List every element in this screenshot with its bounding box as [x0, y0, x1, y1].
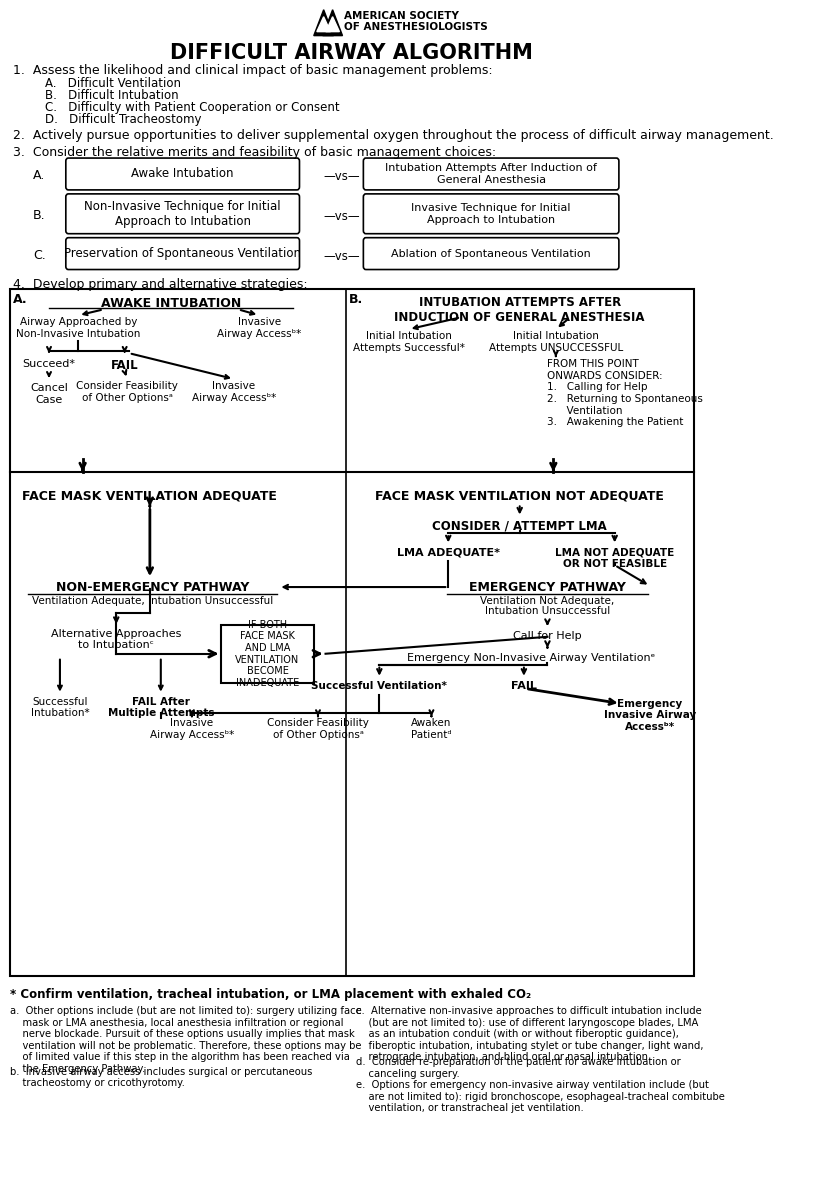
Text: d.  Consider re-preparation of the patient for awake intubation or
    canceling: d. Consider re-preparation of the patien… [356, 1058, 681, 1079]
Polygon shape [317, 17, 330, 31]
Text: —vs—: —vs— [323, 170, 360, 183]
Text: Invasive Technique for Initial
Approach to Intubation: Invasive Technique for Initial Approach … [412, 203, 571, 225]
Text: Non-Invasive Technique for Initial
Approach to Intubation: Non-Invasive Technique for Initial Appro… [85, 200, 281, 228]
Text: FACE MASK VENTILATION NOT ADEQUATE: FACE MASK VENTILATION NOT ADEQUATE [375, 490, 664, 503]
Text: A.   Difficult Ventilation: A. Difficult Ventilation [45, 78, 181, 91]
Text: A.: A. [12, 294, 27, 306]
Text: B.: B. [349, 294, 364, 306]
Text: Succeed*: Succeed* [22, 360, 76, 369]
Text: AMERICAN SOCIETY
OF ANESTHESIOLOGISTS: AMERICAN SOCIETY OF ANESTHESIOLOGISTS [344, 11, 488, 32]
Text: Ablation of Spontaneous Ventilation: Ablation of Spontaneous Ventilation [391, 249, 591, 258]
Polygon shape [323, 10, 343, 36]
Text: Awake Intubation: Awake Intubation [131, 167, 234, 180]
Text: FROM THIS POINT
ONWARDS CONSIDER:
1.   Calling for Help
2.   Returning to Sponta: FROM THIS POINT ONWARDS CONSIDER: 1. Cal… [548, 360, 703, 427]
Text: FAIL: FAIL [511, 681, 537, 691]
Text: INTUBATION ATTEMPTS AFTER
INDUCTION OF GENERAL ANESTHESIA: INTUBATION ATTEMPTS AFTER INDUCTION OF G… [394, 296, 645, 324]
Text: Intubation Attempts After Induction of
General Anesthesia: Intubation Attempts After Induction of G… [385, 164, 597, 185]
Text: Airway Approached by
Non-Invasive Intubation: Airway Approached by Non-Invasive Intuba… [17, 318, 140, 339]
Text: a.  Other options include (but are not limited to): surgery utilizing face
    m: a. Other options include (but are not li… [9, 1006, 361, 1074]
Text: FAIL After
Multiple Attempts: FAIL After Multiple Attempts [108, 697, 214, 718]
Text: CONSIDER / ATTEMPT LMA: CONSIDER / ATTEMPT LMA [432, 520, 607, 532]
Text: 1.  Assess the likelihood and clinical impact of basic management problems:: 1. Assess the likelihood and clinical im… [12, 65, 492, 78]
Text: A.: A. [33, 168, 46, 182]
Text: FACE MASK VENTILATION ADEQUATE: FACE MASK VENTILATION ADEQUATE [22, 490, 277, 503]
Text: Intubation Unsuccessful: Intubation Unsuccessful [485, 606, 610, 615]
Text: Successful
Intubation*: Successful Intubation* [31, 697, 90, 718]
Text: B.   Difficult Intubation: B. Difficult Intubation [45, 90, 178, 103]
Text: Ventilation Adequate, Intubation Unsuccessful: Ventilation Adequate, Intubation Unsucce… [32, 596, 273, 606]
Text: Consider Feasibility
of Other Optionsᵃ: Consider Feasibility of Other Optionsᵃ [267, 718, 369, 740]
Text: B.: B. [33, 209, 46, 222]
Text: —vs—: —vs— [323, 210, 360, 222]
FancyBboxPatch shape [364, 194, 619, 234]
Text: 4.  Develop primary and alternative strategies:: 4. Develop primary and alternative strat… [12, 278, 307, 292]
Text: Consider Feasibility
of Other Optionsᵃ: Consider Feasibility of Other Optionsᵃ [76, 381, 178, 403]
Text: Emergency Non-Invasive Airway Ventilationᵉ: Emergency Non-Invasive Airway Ventilatio… [407, 652, 655, 663]
Text: 3.  Consider the relative merits and feasibility of basic management choices:: 3. Consider the relative merits and feas… [12, 146, 496, 159]
Polygon shape [314, 10, 334, 36]
Bar [9, 289, 694, 976]
Text: —vs—: —vs— [323, 250, 360, 263]
Text: DIFFICULT AIRWAY ALGORITHM: DIFFICULT AIRWAY ALGORITHM [170, 43, 533, 62]
Text: D.   Difficult Tracheostomy: D. Difficult Tracheostomy [45, 114, 202, 127]
Text: FAIL: FAIL [111, 360, 139, 372]
Text: Ventilation Not Adequate,: Ventilation Not Adequate, [481, 596, 614, 606]
Text: Initial Intubation
Attempts UNSUCCESSFUL: Initial Intubation Attempts UNSUCCESSFUL [489, 331, 623, 353]
Text: Call for Help: Call for Help [513, 631, 582, 641]
Text: C.: C. [33, 249, 46, 262]
Text: LMA NOT ADEQUATE
OR NOT FEASIBLE: LMA NOT ADEQUATE OR NOT FEASIBLE [555, 547, 674, 569]
FancyBboxPatch shape [364, 158, 619, 190]
Text: b.  Invasive airway access includes surgical or percutaneous
    tracheostomy or: b. Invasive airway access includes surgi… [9, 1067, 312, 1089]
Text: Invasive
Airway Accessᵇ*: Invasive Airway Accessᵇ* [192, 381, 276, 403]
Text: AWAKE INTUBATION: AWAKE INTUBATION [100, 298, 241, 311]
FancyBboxPatch shape [66, 238, 300, 270]
Polygon shape [326, 17, 339, 31]
Text: EMERGENCY PATHWAY: EMERGENCY PATHWAY [469, 581, 626, 594]
Text: c.  Alternative non-invasive approaches to difficult intubation include
    (but: c. Alternative non-invasive approaches t… [356, 1006, 703, 1062]
Text: Invasive
Airway Accessᵇ*: Invasive Airway Accessᵇ* [217, 318, 301, 339]
Text: C.   Difficulty with Patient Cooperation or Consent: C. Difficulty with Patient Cooperation o… [45, 102, 339, 115]
Text: Invasive
Airway Accessᵇ*: Invasive Airway Accessᵇ* [149, 718, 234, 740]
Text: LMA ADEQUATE*: LMA ADEQUATE* [397, 547, 500, 557]
Text: IF BOTH
FACE MASK
AND LMA
VENTILATION
BECOME
INADEQUATE: IF BOTH FACE MASK AND LMA VENTILATION BE… [236, 620, 300, 688]
Text: Emergency
Invasive Airway
Accessᵇ*: Emergency Invasive Airway Accessᵇ* [604, 699, 696, 731]
Text: Initial Intubation
Attempts Successful*: Initial Intubation Attempts Successful* [353, 331, 465, 353]
Text: e.  Options for emergency non-invasive airway ventilation include (but
    are n: e. Options for emergency non-invasive ai… [356, 1080, 725, 1114]
Text: 2.  Actively pursue opportunities to deliver supplemental oxygen throughout the : 2. Actively pursue opportunities to deli… [12, 129, 774, 142]
FancyBboxPatch shape [66, 158, 300, 190]
FancyBboxPatch shape [66, 194, 300, 234]
Text: Preservation of Spontaneous Ventilation: Preservation of Spontaneous Ventilation [64, 247, 301, 261]
Text: Cancel
Case: Cancel Case [30, 384, 68, 405]
Text: Awaken
Patientᵈ: Awaken Patientᵈ [411, 718, 452, 740]
FancyBboxPatch shape [364, 238, 619, 270]
Text: Successful Ventilation*: Successful Ventilation* [311, 681, 447, 691]
Bar [222, 625, 314, 682]
Text: NON-EMERGENCY PATHWAY: NON-EMERGENCY PATHWAY [56, 581, 249, 594]
Text: * Confirm ventilation, tracheal intubation, or LMA placement with exhaled CO₂: * Confirm ventilation, tracheal intubati… [9, 988, 530, 1001]
Text: Alternative Approaches
to Intubationᶜ: Alternative Approaches to Intubationᶜ [51, 629, 182, 650]
